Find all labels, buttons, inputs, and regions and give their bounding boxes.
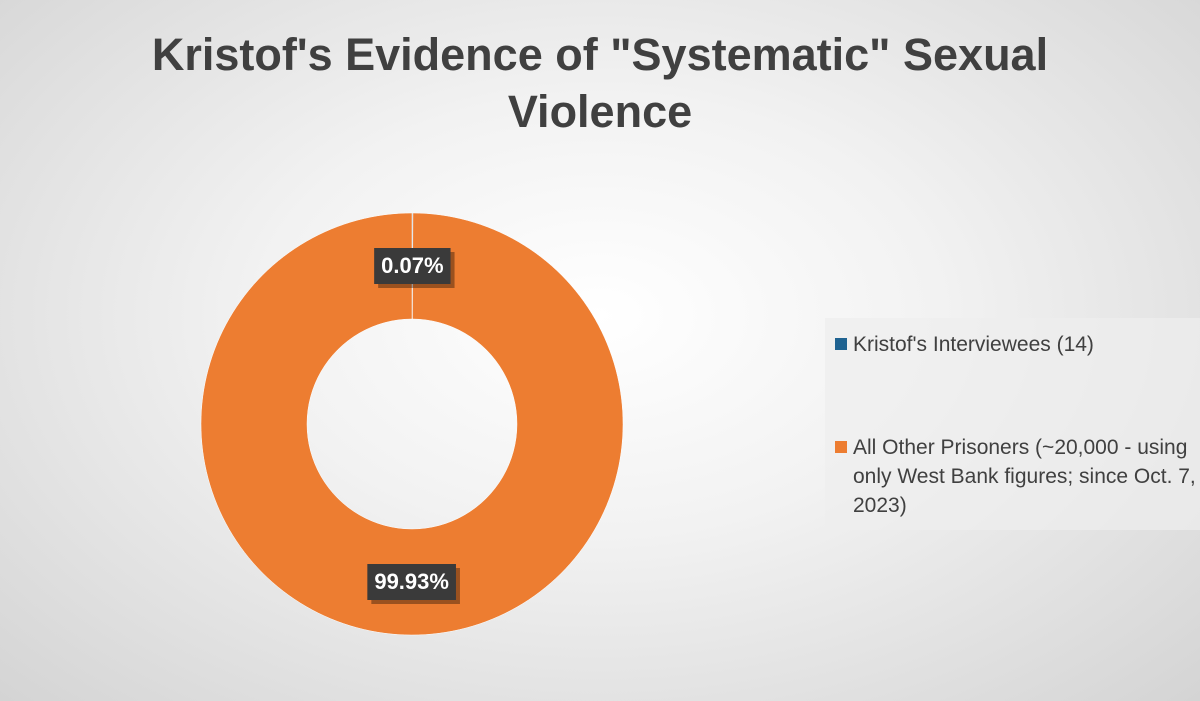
label-box [374,248,451,285]
legend: Kristof's Interviewees (14) All Other Pri… [825,318,1200,530]
chart-title: Kristof's Evidence of "Systematic" Sexua… [151,29,1049,137]
data-label-text: 99.93% [374,569,449,594]
data-label: 99.93% [367,563,460,604]
legend-swatch [835,441,847,453]
data-label: 0.07% [374,248,455,289]
legend-swatch [835,338,847,350]
label-box [367,563,456,600]
data-label-text: 0.07% [381,253,443,278]
legend-label: All Other Prisoners (~20,000 - using onl… [853,436,1196,517]
legend-label: Kristof's Interviewees (14) [853,333,1094,356]
legend-item: All Other Prisoners (~20,000 - using onl… [833,433,1200,520]
legend-item: Kristof's Interviewees (14) [833,330,1200,359]
donut-slice [200,212,624,636]
